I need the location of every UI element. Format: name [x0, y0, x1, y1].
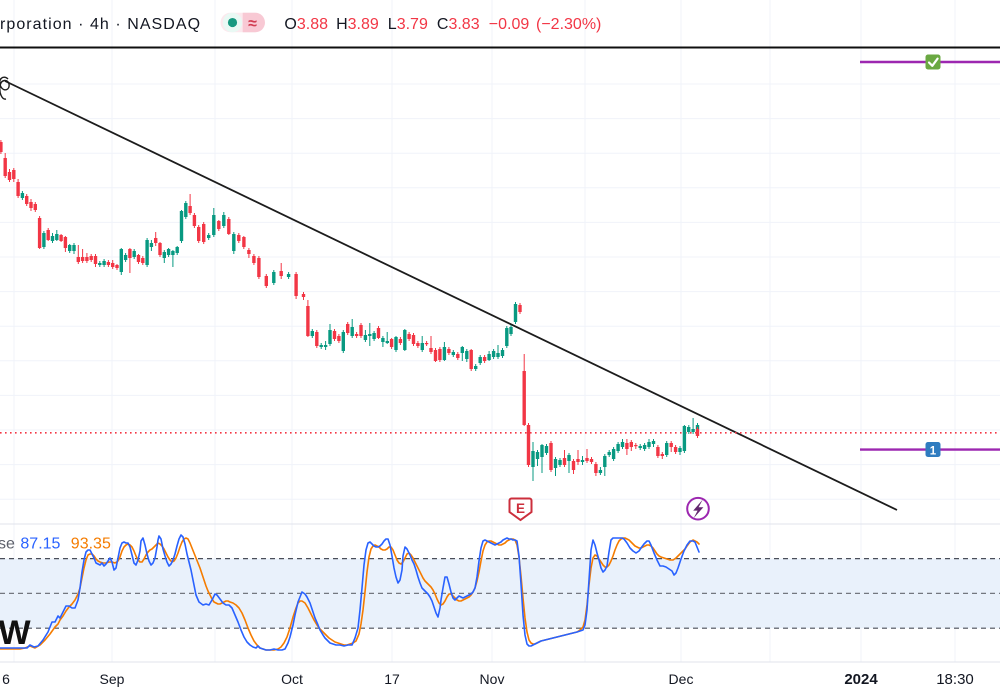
svg-text:H3.89: H3.89	[336, 16, 379, 33]
svg-text:6: 6	[2, 671, 10, 687]
svg-text:Sep: Sep	[100, 671, 125, 687]
svg-text:≈: ≈	[248, 16, 257, 33]
svg-text:L3.79: L3.79	[388, 16, 428, 33]
svg-text:O3.88: O3.88	[284, 16, 328, 33]
svg-text:Nov: Nov	[480, 671, 505, 687]
svg-text:se: se	[0, 535, 15, 552]
svg-text:−0.09: −0.09	[489, 16, 530, 33]
svg-text:Oct: Oct	[281, 671, 303, 687]
svg-text:17: 17	[384, 671, 400, 687]
svg-text:C3.83: C3.83	[437, 16, 480, 33]
svg-text:2024: 2024	[844, 671, 878, 688]
svg-text:18:30: 18:30	[936, 671, 974, 688]
svg-text:E: E	[516, 501, 525, 516]
svg-text:Dec: Dec	[669, 671, 694, 687]
svg-text:87.15: 87.15	[20, 535, 60, 552]
svg-text:W: W	[0, 614, 32, 652]
svg-text:93.35: 93.35	[71, 535, 111, 552]
svg-text:(−2.30%): (−2.30%)	[536, 16, 601, 33]
svg-text:1: 1	[930, 446, 937, 458]
svg-text:rporation · 4h · NASDAQ: rporation · 4h · NASDAQ	[0, 16, 201, 33]
